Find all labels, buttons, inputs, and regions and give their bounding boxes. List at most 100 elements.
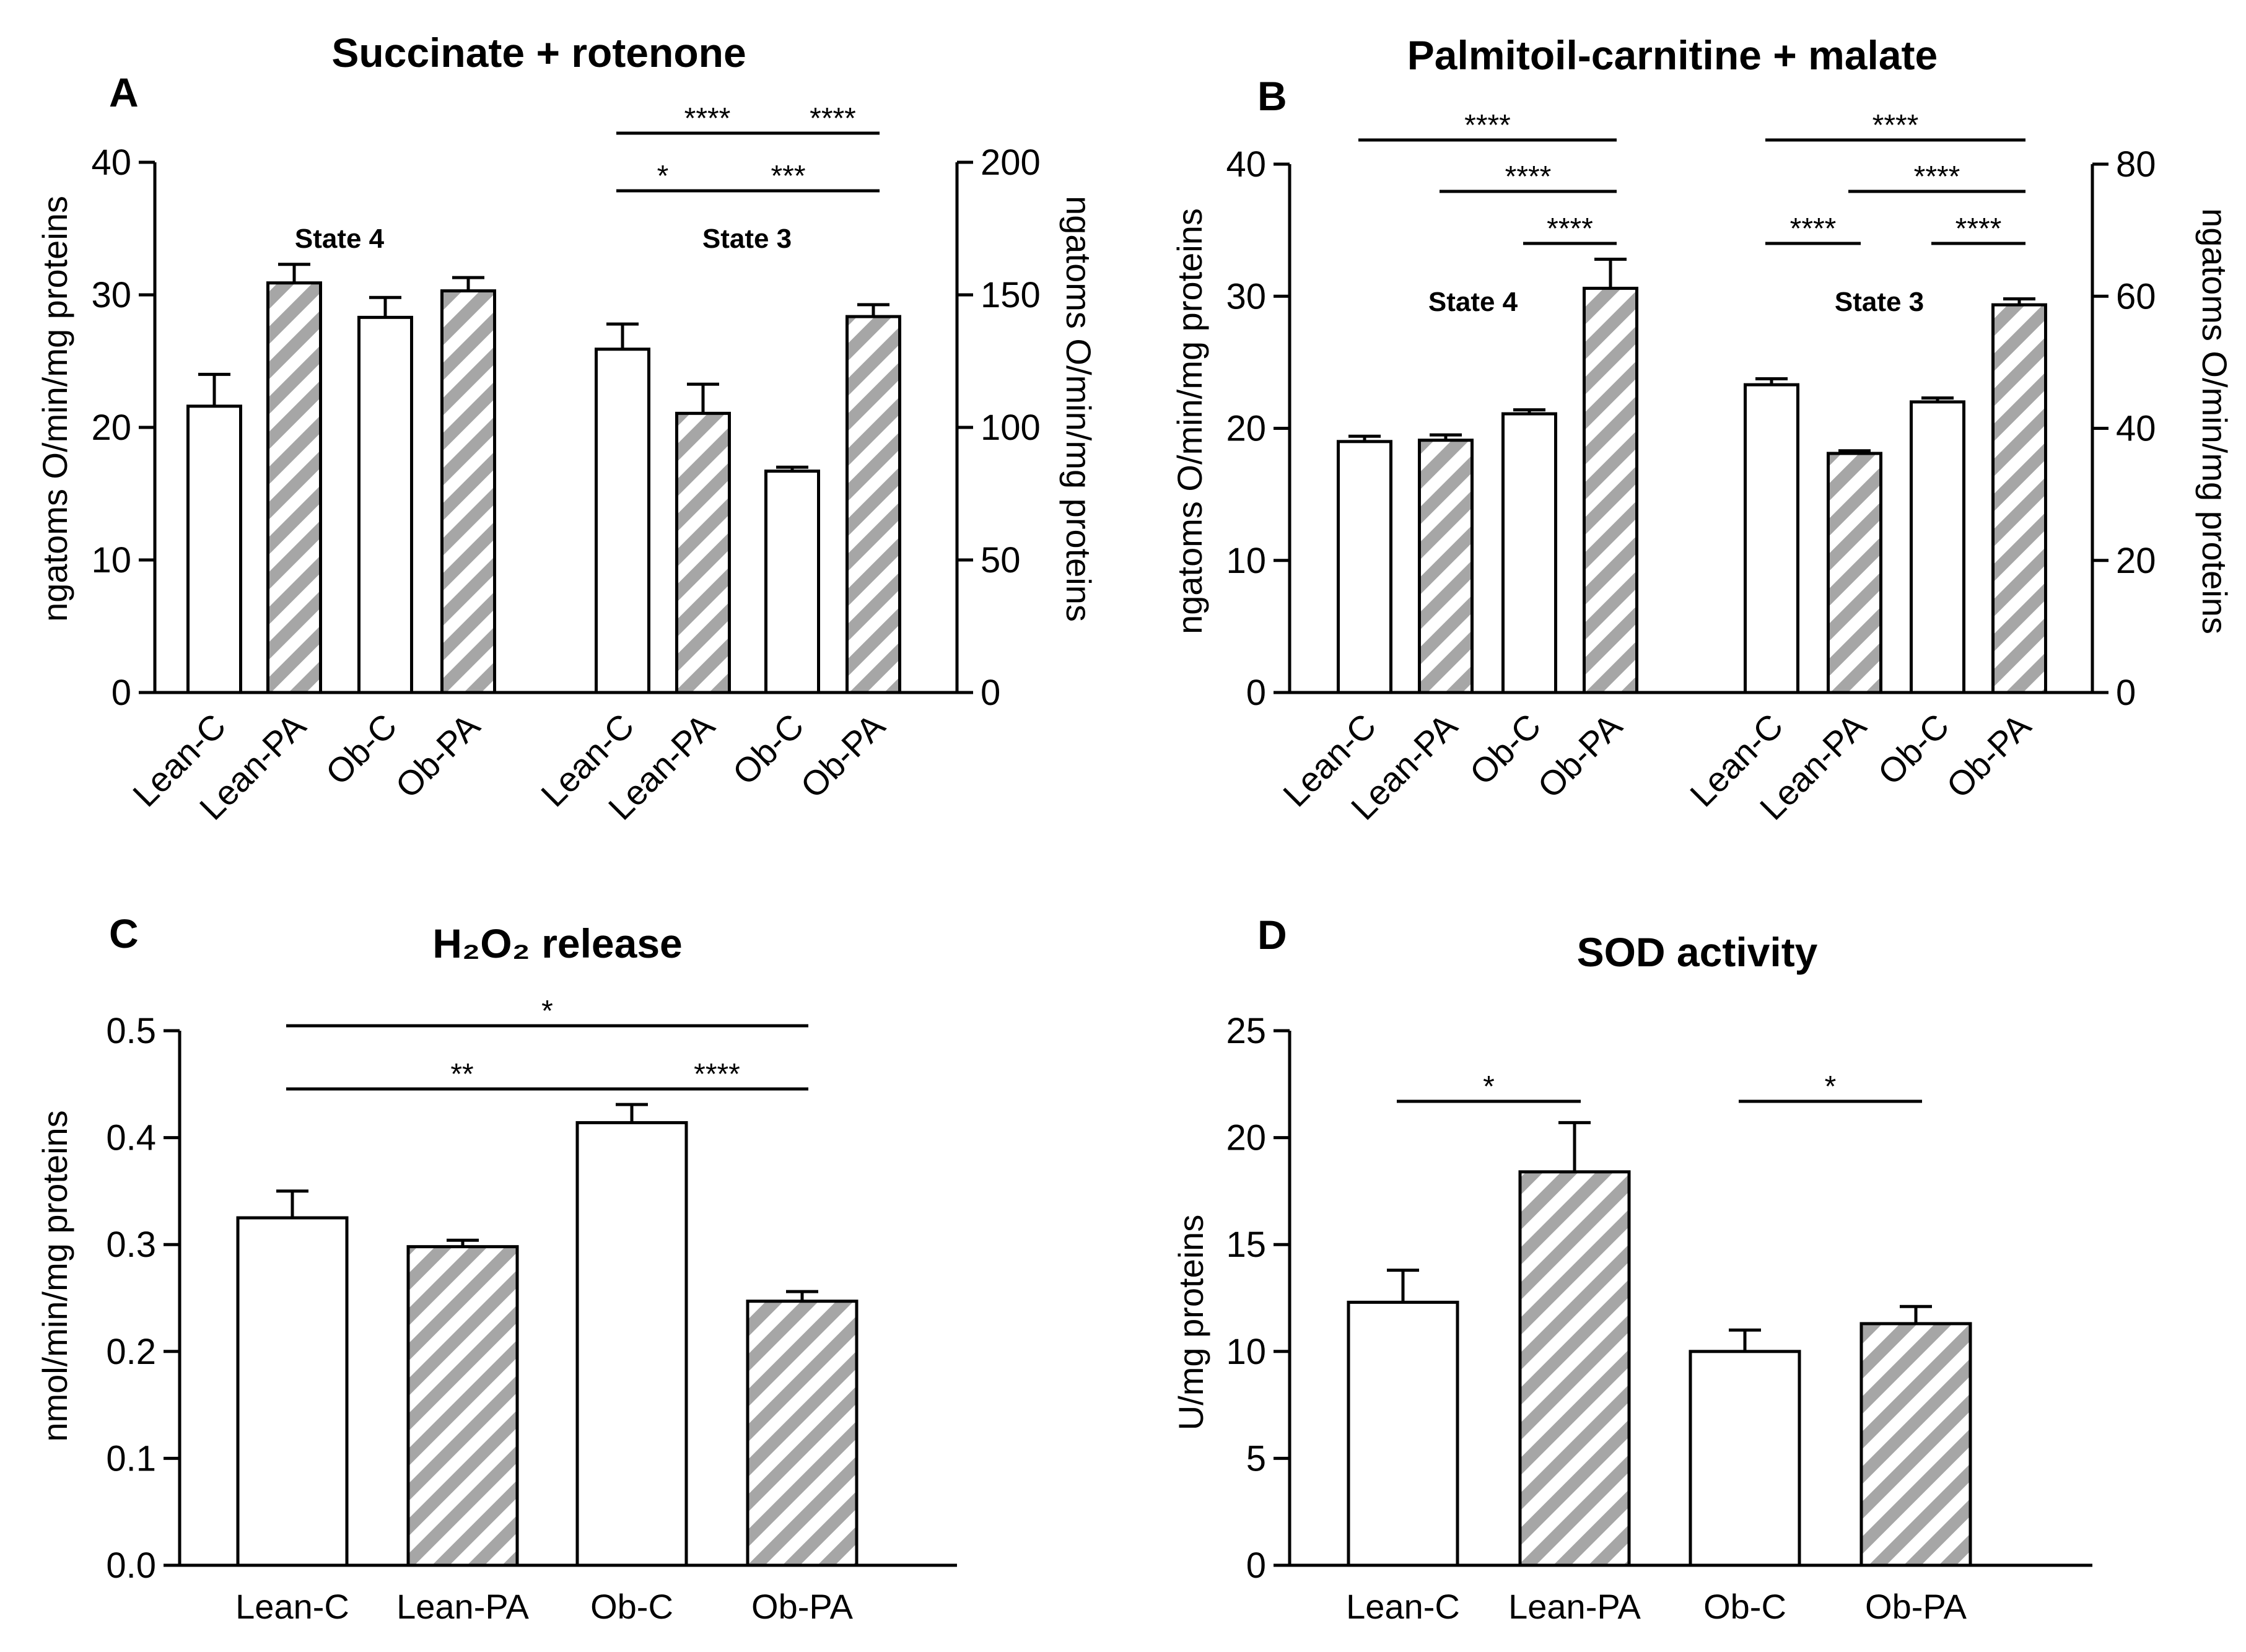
chart-c-ytick-label: 0.5 <box>106 1011 156 1051</box>
chart-a-bar-lean-pa <box>675 411 731 694</box>
chart-b-category-label: Ob-PA <box>1530 706 1630 805</box>
chart-b-group-label-state4: State 4 <box>1428 287 1518 317</box>
chart-b-ytick-label: 20 <box>1226 409 1266 449</box>
chart-d-ylabel: U/mg proteins <box>1171 1215 1210 1431</box>
chart-b-bar-lean-pa <box>1418 439 1474 694</box>
chart-a-group-label-state3: State 3 <box>702 224 792 254</box>
chart-c-category-label: Lean-C <box>235 1587 349 1626</box>
chart-a-y2tick-label: 200 <box>981 142 1041 183</box>
chart-b-y2tick-label: 80 <box>2116 144 2156 185</box>
chart-a-y2label: ngatoms O/min/mg proteins <box>1059 196 1098 622</box>
chart-a-y2tick-label: 150 <box>981 275 1041 315</box>
chart-d-ytick-label: 0 <box>1246 1545 1266 1586</box>
chart-a-title: Succinate + rotenone <box>331 30 746 76</box>
chart-a-y2tick-label: 100 <box>981 408 1041 448</box>
chart-a-ytick-label: 30 <box>91 275 131 315</box>
chart-b-significance-label: **** <box>1505 160 1552 193</box>
panel-letter-c: C <box>109 911 139 956</box>
chart-b-ytick-label: 0 <box>1246 673 1266 713</box>
chart-d-ytick-label: 10 <box>1226 1332 1266 1372</box>
chart-c-title: H₂O₂ release <box>432 920 683 966</box>
chart-b-y2tick-label: 0 <box>2116 673 2136 713</box>
chart-c-significance-label: ** <box>450 1058 473 1091</box>
chart-d-bar-lean-c <box>1347 1300 1459 1567</box>
chart-d-significance-label: * <box>1825 1070 1837 1103</box>
chart-c-category-label: Lean-PA <box>396 1587 529 1626</box>
chart-panel-c: H₂O₂ release nmol/min/mg proteins 0.0 0.1… <box>35 920 957 1626</box>
chart-c-ytick-label: 0.3 <box>106 1225 156 1265</box>
panel-letter-a: A <box>109 69 139 115</box>
chart-c-bar-ob-pa <box>746 1300 859 1567</box>
chart-panel-d: SOD activity U/mg proteins 0 5 10 15 20 25 Lea… <box>1171 929 2092 1626</box>
chart-d-ytick-label: 20 <box>1226 1118 1266 1158</box>
chart-b-ylabel: ngatoms O/min/mg proteins <box>1170 208 1209 634</box>
chart-a-significance-label: * <box>657 160 669 193</box>
chart-a-group-label-state4: State 4 <box>295 224 385 254</box>
chart-a-significance-label: **** <box>684 102 731 135</box>
chart-panel-a: Succinate + rotenone ngatoms O/min/mg pr… <box>35 30 1098 828</box>
chart-d-ytick-label: 5 <box>1246 1438 1266 1479</box>
chart-b-significance-label: **** <box>1872 109 1919 142</box>
chart-b-bar-lean-pa <box>1827 452 1882 694</box>
chart-a-ytick-label: 10 <box>91 540 131 580</box>
chart-c-significance-label: **** <box>694 1058 740 1091</box>
chart-d-significance-label: * <box>1483 1070 1495 1103</box>
chart-a-ytick-label: 20 <box>91 408 131 448</box>
chart-panel-b: Palmitoil-carnitine + malate ngatoms O/m… <box>1170 32 2234 828</box>
chart-b-title: Palmitoil-carnitine + malate <box>1407 32 1938 78</box>
chart-a-ytick-label: 40 <box>91 142 131 183</box>
chart-d-category-label: Lean-PA <box>1508 1587 1641 1626</box>
chart-c-bar-lean-pa <box>406 1245 519 1567</box>
chart-d-category-label: Ob-PA <box>1865 1587 1967 1626</box>
chart-c-ytick-label: 0.0 <box>106 1545 156 1586</box>
chart-b-bar-ob-pa <box>1991 303 2047 694</box>
chart-a-category-label: Ob-PA <box>793 706 893 805</box>
chart-a-significance-label: *** <box>771 160 805 193</box>
chart-b-significance-label: **** <box>1955 212 2002 245</box>
chart-b-bar-lean-c <box>1744 383 1799 694</box>
chart-c-ytick-label: 0.1 <box>106 1438 156 1479</box>
panel-letter-b: B <box>1257 73 1287 119</box>
chart-c-bar-lean-c <box>236 1216 349 1567</box>
chart-c-category-label: Ob-PA <box>751 1587 854 1626</box>
chart-d-category-label: Ob-C <box>1703 1587 1786 1626</box>
chart-c-category-label: Ob-C <box>590 1587 673 1626</box>
chart-b-y2label: ngatoms O/min/mg proteins <box>2195 208 2234 634</box>
chart-a-y2tick-label: 0 <box>981 673 1000 713</box>
chart-c-significance-label: * <box>541 995 553 1028</box>
chart-b-bar-ob-pa <box>1583 286 1638 694</box>
chart-d-bar-ob-pa <box>1859 1322 1972 1567</box>
chart-d-bar-lean-pa <box>1518 1170 1631 1567</box>
chart-a-ylabel: ngatoms O/min/mg proteins <box>35 196 74 622</box>
chart-d-bar-ob-c <box>1689 1350 1801 1567</box>
chart-b-bar-lean-c <box>1337 440 1392 694</box>
chart-b-significance-label: **** <box>1914 160 1960 193</box>
chart-a-bar-ob-c <box>357 315 413 694</box>
chart-a-bar-lean-pa <box>266 281 322 694</box>
chart-a-ytick-label: 0 <box>111 673 131 713</box>
chart-d-category-label: Lean-C <box>1346 1587 1460 1626</box>
chart-b-bar-ob-c <box>1501 412 1557 694</box>
chart-b-significance-label: **** <box>1547 212 1593 245</box>
chart-d-ytick-label: 25 <box>1226 1011 1266 1051</box>
chart-a-bar-ob-c <box>764 470 820 694</box>
chart-b-ytick-label: 40 <box>1226 144 1266 185</box>
chart-b-ytick-label: 30 <box>1226 276 1266 317</box>
chart-b-y2tick-label: 60 <box>2116 276 2156 317</box>
chart-a-y2tick-label: 50 <box>981 540 1021 580</box>
chart-b-bar-ob-c <box>1910 400 1965 694</box>
chart-a-significance-label: **** <box>810 102 856 135</box>
chart-a-bar-lean-c <box>595 347 650 694</box>
panel-letter-d: D <box>1257 912 1287 958</box>
chart-c-ytick-label: 0.2 <box>106 1332 156 1372</box>
chart-a-category-label: Ob-PA <box>388 706 487 805</box>
chart-a-bar-ob-pa <box>440 289 496 694</box>
chart-b-ytick-label: 10 <box>1226 541 1266 581</box>
chart-b-significance-label: **** <box>1790 212 1837 245</box>
chart-b-category-label: Ob-PA <box>1939 706 2038 805</box>
chart-b-y2tick-label: 40 <box>2116 409 2156 449</box>
chart-c-ylabel: nmol/min/mg proteins <box>35 1110 74 1441</box>
chart-a-bar-ob-pa <box>846 315 901 694</box>
chart-d-ytick-label: 15 <box>1226 1225 1266 1265</box>
